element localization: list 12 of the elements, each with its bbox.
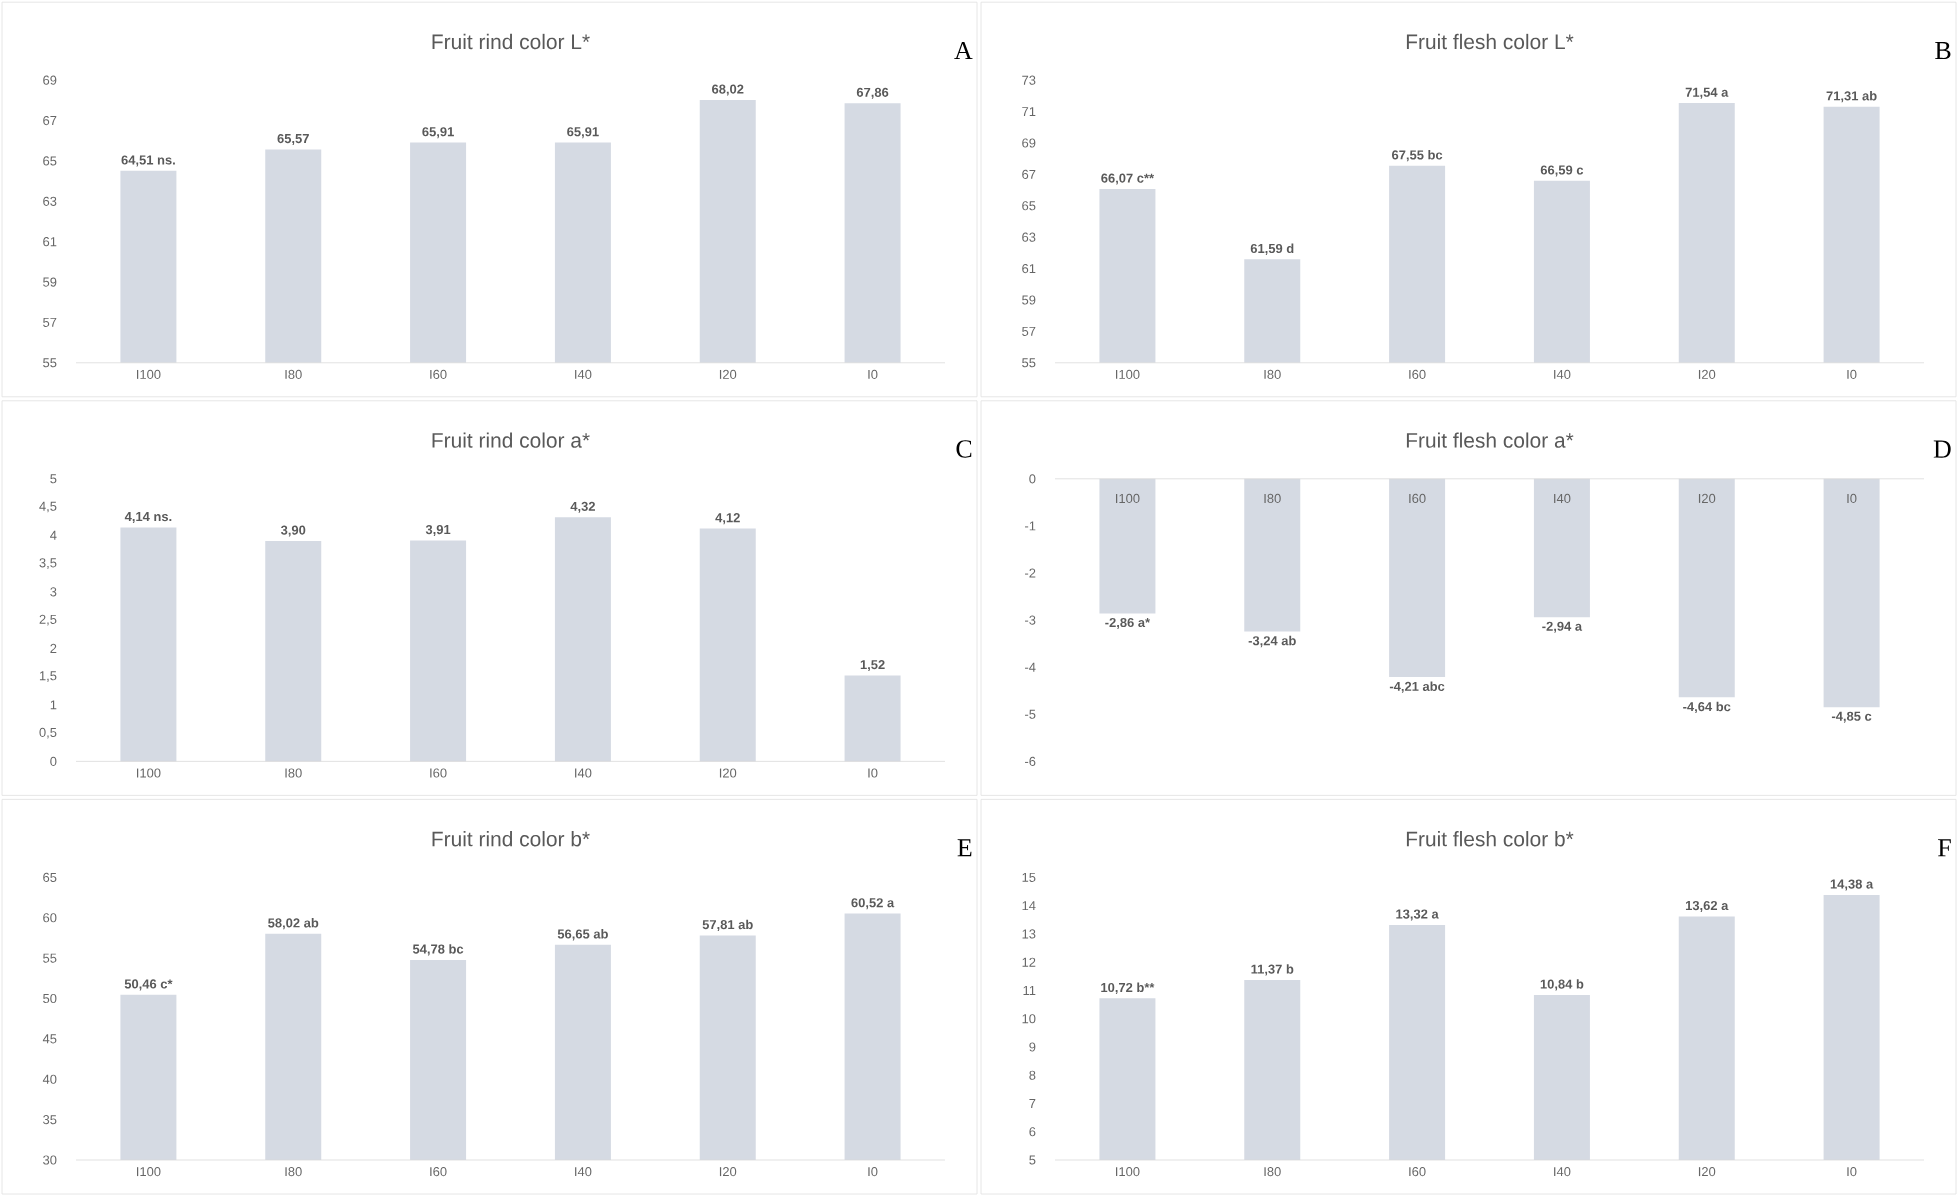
text: F <box>1938 839 1951 857</box>
text: B <box>1935 41 1951 60</box>
chart-title: Fruit rind color b* <box>432 831 590 847</box>
chart-title: Fruit flesh color b* <box>1406 831 1574 847</box>
text: E <box>957 839 972 857</box>
chart-title: Fruit rind color a* <box>432 432 590 448</box>
chart-title: Fruit rind color L* <box>432 33 590 50</box>
text: D <box>1933 440 1951 458</box>
chart-title: Fruit flesh color L* <box>1406 33 1574 50</box>
text: A <box>954 41 973 60</box>
text: C <box>956 440 972 458</box>
chart-title: Fruit flesh color a* <box>1406 432 1574 448</box>
